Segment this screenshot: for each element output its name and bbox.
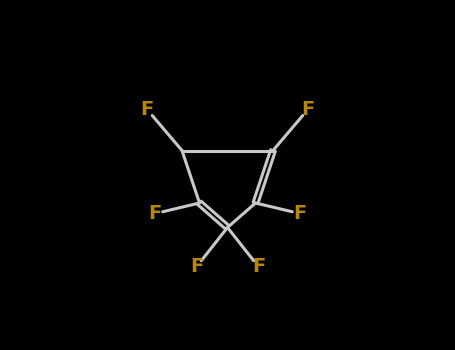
Text: F: F: [293, 204, 306, 223]
Text: F: F: [190, 257, 203, 276]
Text: F: F: [252, 257, 265, 276]
Text: F: F: [149, 204, 162, 223]
Text: F: F: [141, 100, 154, 119]
Text: F: F: [301, 100, 314, 119]
